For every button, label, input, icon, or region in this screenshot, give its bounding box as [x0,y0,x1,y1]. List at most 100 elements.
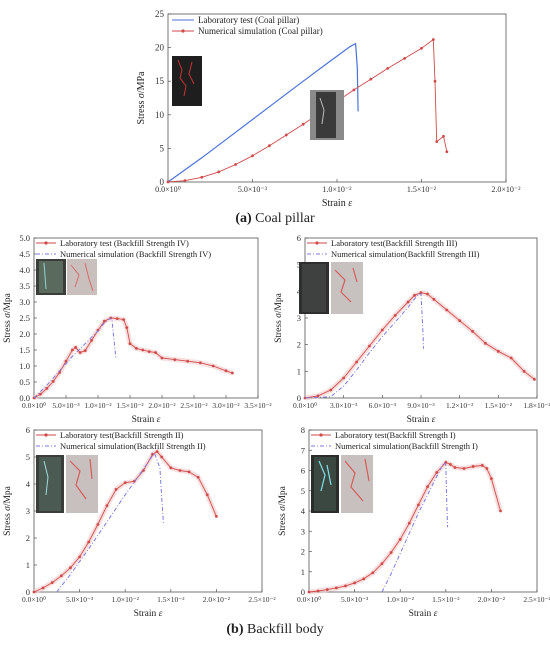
series-lab-point [371,571,375,575]
series-lab-point [141,348,145,352]
series-lab-point [398,537,402,541]
series-lab-point [69,566,72,570]
legend-label: Laboratory test(Backfill Strength II) [60,430,184,440]
series-lab-point [303,396,307,400]
x-tick-label: 2.5×10⁻² [180,401,208,410]
x-axis-label: Strain ε [134,609,163,619]
y-tick-label: 3.0 [19,297,30,307]
y-tick-label: 4 [301,506,306,516]
x-axis-label: Strain ε [409,609,438,619]
series-lab-point [355,360,358,364]
series-lab-point [173,358,177,361]
series-num-point [386,67,390,70]
series-lab-point [160,356,164,360]
y-tick-label: 7 [301,445,305,455]
series-num-line [33,317,117,399]
series-lab-point [533,377,536,381]
series-lab-point [393,313,397,317]
backfill-iii-photo-specimen [299,262,329,314]
series-lab-point [325,588,329,591]
x-tick-label: 1.0×10⁻² [112,595,140,604]
series-num-point [251,154,254,158]
x-tick-label: 2.0×10⁻² [203,595,231,604]
y-tick-label: 2.0 [19,329,30,339]
y-axis-label: Stress σ/Mpa [3,292,13,343]
series-lab-point [51,379,55,383]
series-num-point [442,134,445,138]
series-lab-point [151,452,154,456]
series-lab-point [484,341,487,345]
series-lab-point [389,551,393,554]
backfill-ii-photo-sim [66,455,98,513]
series-num-line [56,451,164,593]
x-tick-label: 9.0×10⁻³ [407,401,435,410]
legend-label: Numerical simulation(Backfill Strength I… [331,249,480,259]
y-tick-label: 4 [26,479,31,489]
series-num-point [166,180,170,184]
x-tick-label: 2.0×10⁻² [148,401,176,410]
y-tick-label: 0 [301,587,305,597]
caption-b-text: Backfill body [243,622,324,637]
x-tick-label: 1.5×10⁻² [116,401,144,410]
chart-backfill-ii: 0.0×10⁰ 5.0×10⁻³ 1.0×10⁻² 1.5×10⁻² 2.0×10⁻² 2… [3,425,276,619]
series-lab-point [509,356,513,360]
series-lab-point [154,351,158,354]
series-lab-point [407,521,411,525]
chart-backfill-iii: 0.0×10⁰ 3.0×10⁻³ 6.0×10⁻³ 9.0×10⁻³ 1.2×10⁻² 1… [274,233,550,425]
x-tick-label: 1.5×10⁻² [485,401,513,410]
series-num-point [234,163,238,166]
y-tick-label: 0 [160,177,165,187]
series-lab-point [426,292,429,296]
series-lab-point [128,342,132,345]
x-tick-label: 1.8×10⁻² [523,401,550,410]
series-lab-point [496,349,500,353]
series-lab-point [316,394,320,398]
series-num-point [435,140,439,144]
x-tick-label: 3.5×10⁻² [244,401,272,410]
series-lab-point [41,586,45,590]
series-lab-point [417,503,420,507]
series-lab-point [199,361,202,365]
series-num-point [284,133,288,137]
series-lab-point [178,469,182,472]
x-tick-label: 1.5×10⁻² [157,595,185,604]
series-lab-point [471,465,475,468]
legend-marker [315,241,319,245]
x-tick-label: 5.0×10⁻³ [52,401,80,410]
series-lab-point [406,300,410,304]
backfill-ii-photo-specimen [36,455,64,513]
chart-backfill-i: 0.0×10⁰ 5.0×10⁻³ 1.0×10⁻² 1.5×10⁻² 2.0×10⁻² 2… [278,425,550,619]
y-tick-label: 6 [301,466,305,476]
legend-label: Laboratory test (Backfill Strength IV) [60,238,189,248]
x-tick-label: 6.0×10⁻³ [369,401,397,410]
series-lab-point [480,464,484,467]
series-lab-point [453,466,457,469]
series-lab-point [471,329,474,333]
series-lab-point [59,574,63,578]
y-tick-label: 5 [160,143,165,153]
x-tick-label: 0.0×10⁰ [22,595,46,604]
y-axis-label: Stress σ/Mpa [274,292,284,343]
series-lab-point [114,488,118,491]
series-num-point [200,175,204,179]
x-tick-label: 0.0×10⁰ [22,401,46,410]
series-lab-point [432,297,436,301]
series-num-point [217,170,221,174]
x-tick-label: 5.0×10⁻³ [66,595,94,604]
series-lab-point [105,504,109,507]
series-lab-point [187,470,191,474]
y-tick-label: 5 [301,486,305,496]
series-lab-point [490,477,493,480]
legend-label: Laboratory test (Coal pillar) [198,15,299,25]
backfill-i-photo-sim [341,455,373,513]
series-lab-point [522,369,526,373]
legend-marker [44,241,48,245]
series-num-point [268,144,271,148]
y-tick-label: 3 [26,506,30,516]
y-tick-label: 2 [26,533,30,543]
backfill-i-photo-specimen [311,455,339,513]
y-axis-label: Stress σ/Mpa [3,485,13,536]
series-lab-point [307,590,311,594]
series-lab-point [413,293,416,297]
series-lab-point [45,387,49,390]
